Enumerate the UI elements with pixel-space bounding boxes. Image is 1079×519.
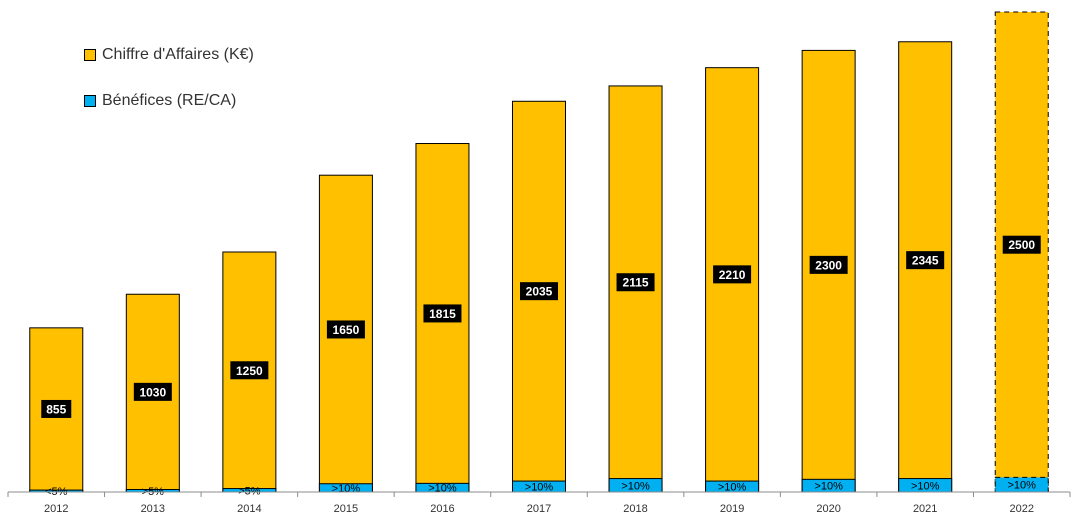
x-tick-label-2013: 2013 [141,503,165,515]
revenue-label-2014: 1250 [236,364,263,378]
revenue-label-box-2013 [133,382,172,401]
revenue-label-box-2015 [326,320,365,339]
revenue-label-2019: 2210 [719,268,746,282]
revenue-label-box-2021 [906,251,945,270]
revenue-label-box-2014 [230,361,269,380]
legend-label-profit: Bénéfices (RE/CA) [102,92,237,109]
legend-label-revenue: Chiffre d'Affaires (K€) [102,46,254,63]
legend-swatch-profit [84,95,96,107]
revenue-label-box-2018 [616,273,655,292]
revenue-label-2022: 2500 [1008,238,1035,252]
revenue-label-2013: 1030 [139,385,166,399]
legend-item-profit: Bénéfices (RE/CA) [84,90,254,112]
revenue-label-box-2020 [809,255,848,274]
profit-label-2020: >10% [814,481,843,493]
profit-label-2021: >10% [911,480,940,492]
profit-label-2016: >10% [428,483,457,495]
x-tick-label-2014: 2014 [237,503,261,515]
revenue-label-box-2016 [423,304,462,323]
x-tick-label-2019: 2019 [720,503,744,515]
x-tick-label-2022: 2022 [1009,503,1033,515]
legend-swatch-revenue [84,49,96,61]
x-tick-label-2018: 2018 [623,503,647,515]
revenue-label-2018: 2115 [623,276,649,290]
revenue-label-box-2012 [41,399,72,418]
revenue-label-box-2022 [1002,235,1041,254]
profit-label-2015: >10% [332,483,361,495]
x-tick-label-2017: 2017 [527,503,551,515]
profit-label-2018: >10% [621,480,650,492]
revenue-label-2017: 2035 [526,285,553,299]
profit-label-2017: >10% [525,482,554,494]
profit-label-2022: >10% [1008,480,1037,492]
revenue-label-2015: 1650 [333,323,360,337]
revenue-label-box-2017 [520,282,558,301]
x-tick-label-2020: 2020 [816,503,840,515]
x-tick-label-2012: 2012 [44,503,68,515]
x-tick-label-2015: 2015 [334,503,358,515]
chart-legend: Chiffre d'Affaires (K€) Bénéfices (RE/CA… [84,44,254,136]
legend-item-revenue: Chiffre d'Affaires (K€) [84,44,254,66]
revenue-label-2016: 1815 [429,307,456,321]
revenue-label-2020: 2300 [815,258,842,272]
revenue-label-2021: 2345 [912,254,939,268]
profit-label-2019: >10% [718,482,747,494]
revenue-label-2012: 855 [46,402,66,416]
revenue-label-box-2019 [713,265,752,284]
profit-label-2014: >5% [238,485,261,497]
x-tick-label-2021: 2021 [913,503,937,515]
x-tick-label-2016: 2016 [430,503,454,515]
